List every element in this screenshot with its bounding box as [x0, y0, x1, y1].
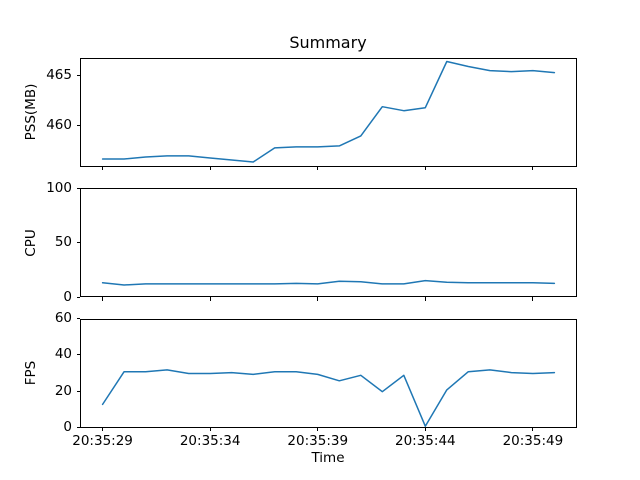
- x-tick-mark: [102, 427, 104, 431]
- y-tick-label: 0: [63, 419, 72, 435]
- fps-plot-area: [80, 318, 577, 428]
- cpu-axis-label: CPU: [23, 228, 39, 257]
- x-tick-mark: [424, 297, 426, 301]
- y-tick-label: 0: [63, 288, 72, 305]
- y-tick-mark: [76, 354, 80, 356]
- x-tick-mark: [209, 427, 211, 431]
- x-tick-mark: [102, 297, 104, 301]
- x-tick-mark: [317, 166, 319, 170]
- cpu-plot-frame: [80, 188, 577, 297]
- pss-axis-label: PSS(MB): [23, 83, 39, 141]
- fps-axis-label: FPS: [23, 360, 39, 386]
- pss-subplot: [80, 57, 577, 167]
- y-tick-mark: [76, 318, 80, 319]
- x-tick-label: 20:35:39: [287, 433, 349, 449]
- fps-subplot: [80, 318, 577, 428]
- x-tick-mark: [532, 166, 534, 170]
- x-tick-label: 20:35:44: [394, 433, 456, 449]
- x-tick-label: 20:35:34: [179, 433, 241, 449]
- pss-plot-area: [80, 57, 577, 167]
- y-tick-mark: [76, 74, 80, 76]
- y-tick-mark: [76, 124, 80, 126]
- x-tick-label: 20:35:29: [72, 433, 133, 449]
- cpu-subplot: [80, 188, 577, 297]
- chart-title: Summary: [289, 33, 367, 52]
- x-tick-mark: [424, 427, 426, 431]
- fps-line: [101, 368, 556, 427]
- fps-plot-frame: [80, 318, 577, 428]
- x-tick-mark: [209, 297, 211, 301]
- y-tick-mark: [76, 187, 80, 189]
- y-tick-label: 50: [54, 234, 72, 250]
- y-tick-label: 40: [54, 346, 72, 363]
- pss-line: [101, 60, 556, 163]
- x-tick-mark: [317, 427, 319, 431]
- y-tick-mark: [76, 296, 80, 298]
- time-axis-label: Time: [311, 450, 345, 466]
- pss-plot-frame: [80, 57, 577, 167]
- y-tick-label: 465: [46, 66, 72, 83]
- y-tick-mark: [76, 427, 80, 428]
- x-tick-mark: [532, 427, 534, 431]
- x-tick-mark: [102, 166, 104, 170]
- cpu-line: [101, 279, 556, 286]
- y-tick-label: 100: [46, 179, 72, 196]
- x-tick-mark: [209, 166, 211, 170]
- y-tick-mark: [76, 390, 80, 392]
- x-tick-mark: [424, 166, 426, 170]
- y-tick-label: 60: [54, 310, 72, 326]
- x-tick-mark: [317, 297, 319, 301]
- x-tick-label: 20:35:49: [502, 433, 564, 449]
- y-tick-label: 20: [54, 382, 72, 399]
- x-tick-mark: [532, 297, 534, 301]
- y-tick-label: 460: [46, 116, 72, 133]
- cpu-plot-area: [80, 188, 577, 297]
- y-tick-mark: [76, 242, 80, 243]
